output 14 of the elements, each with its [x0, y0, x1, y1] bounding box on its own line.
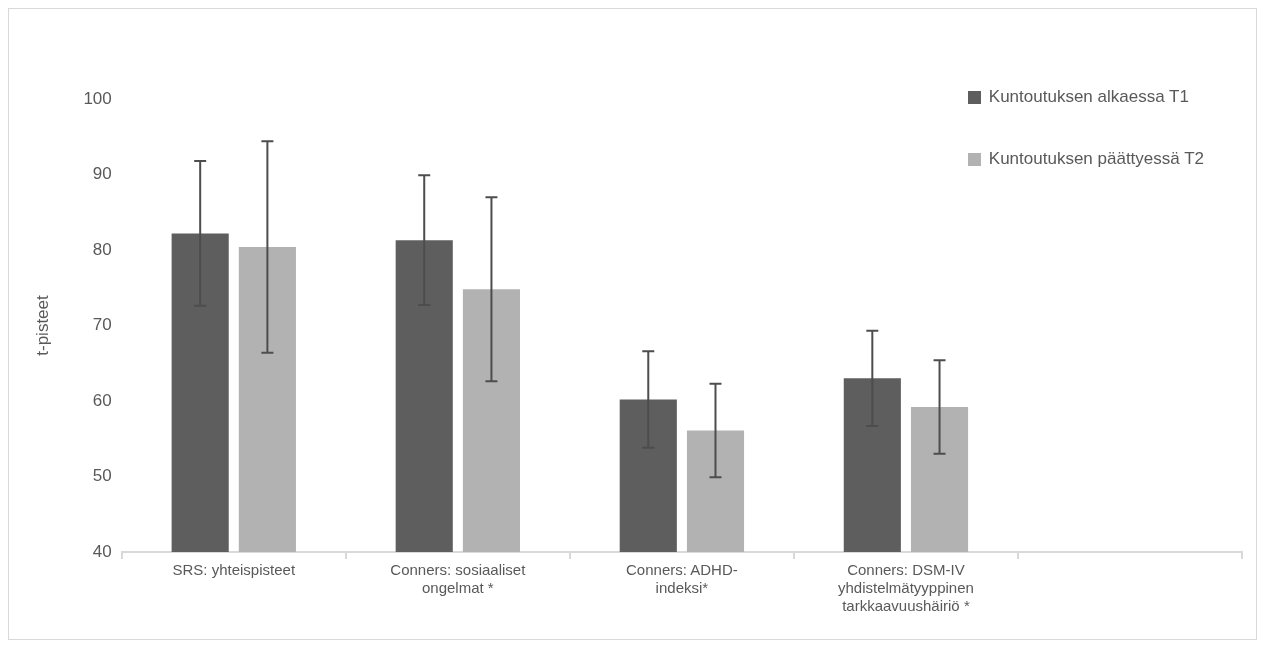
x-tick-label: Conners: DSM-IV yhdistelmätyyppinen tarkkaavuushäiriö * — [837, 561, 974, 615]
y-tick-label: 40 — [92, 541, 112, 561]
legend-label: Kuntoutuksen alkaessa T1 — [988, 87, 1189, 107]
y-axis-title: t-pisteet — [32, 294, 52, 356]
x-tick-label: Conners: ADHD-indeksi* — [626, 561, 738, 597]
x-tick-label: SRS: yhteispisteet — [172, 561, 296, 579]
y-tick-label: 80 — [92, 239, 112, 259]
y-tick-label: 60 — [92, 390, 112, 410]
y-tick-label: 50 — [92, 466, 112, 486]
y-tick-label: 100 — [83, 88, 112, 108]
legend-label: Kuntoutuksen päättyessä T2 — [988, 149, 1204, 169]
y-tick-label: 70 — [92, 315, 112, 335]
x-tick-label: Conners: sosiaaliset ongelmat * — [390, 561, 527, 597]
y-tick-label: 90 — [92, 164, 112, 184]
